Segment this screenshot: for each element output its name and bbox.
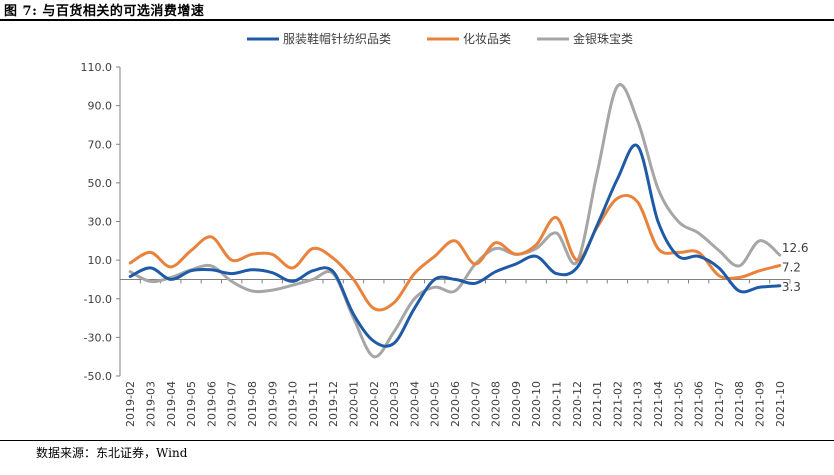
x-tick-label: 2019-12 bbox=[327, 381, 340, 427]
x-tick-label: 2020-10 bbox=[530, 381, 543, 427]
x-tick-label: 2021-08 bbox=[733, 381, 746, 427]
x-tick-label: 2020-06 bbox=[449, 381, 462, 427]
x-tick-label: 2020-05 bbox=[429, 381, 442, 427]
y-tick-label: -30.0 bbox=[84, 331, 112, 344]
x-axis: 2019-02 2019-03 2019-04 2019-05 2019-06 2019-… bbox=[119, 278, 791, 427]
series-lines bbox=[128, 83, 782, 359]
x-tick-label: 2019-05 bbox=[185, 381, 198, 427]
x-tick-label: 2021-09 bbox=[754, 381, 767, 427]
x-tick-label: 2021-03 bbox=[632, 381, 645, 427]
x-tick-label: 2020-08 bbox=[490, 381, 503, 427]
end-label: 7.2 bbox=[782, 261, 801, 275]
figure-title: 图 7: 与百货相关的可选消费增速 bbox=[4, 4, 205, 19]
y-axis: 110.0 90.0 70.0 50.0 30.0 10.0 -10.0 -30.0 -50.0 bbox=[81, 61, 121, 383]
series-line-2 bbox=[128, 83, 782, 359]
x-tick-label: 2021-05 bbox=[672, 381, 685, 427]
y-tick-label: -50.0 bbox=[84, 370, 112, 383]
x-tick-label: 2021-07 bbox=[713, 381, 726, 427]
x-tick-label: 2020-07 bbox=[469, 381, 482, 427]
x-tick-label: 2020-01 bbox=[347, 381, 360, 427]
x-tick-label: 2021-06 bbox=[693, 381, 706, 427]
source-note: 数据来源：东北证券，Wind bbox=[36, 446, 188, 460]
y-tick-label: 10.0 bbox=[88, 254, 113, 267]
x-tick-label: 2019-02 bbox=[124, 381, 137, 427]
y-tick-label: 50.0 bbox=[88, 177, 113, 190]
end-label: 12.6 bbox=[782, 241, 809, 255]
x-tick-label: 2019-10 bbox=[287, 381, 300, 427]
x-tick-label: 2019-06 bbox=[205, 381, 218, 427]
x-tick-label: 2021-10 bbox=[774, 381, 787, 427]
x-tick-label: 2020-09 bbox=[510, 381, 523, 427]
x-tick-label: 2020-02 bbox=[368, 381, 381, 427]
line-chart: 服装鞋帽针纺织品类 化妆品类 金银珠宝类 110.0 90.0 70.0 50.0 30.0… bbox=[81, 31, 809, 427]
x-tick-label: 2019-04 bbox=[165, 381, 178, 427]
legend-label-1: 化妆品类 bbox=[463, 32, 511, 46]
x-tick-label: 2019-11 bbox=[307, 381, 320, 427]
x-tick-label: 2020-03 bbox=[388, 381, 401, 427]
series-line-1 bbox=[128, 193, 782, 312]
x-tick-label: 2021-01 bbox=[591, 381, 604, 427]
x-tick-label: 2021-04 bbox=[652, 381, 665, 427]
x-tick-label: 2020-11 bbox=[551, 381, 564, 427]
y-tick-label: 90.0 bbox=[88, 100, 113, 113]
x-tick-label: 2020-12 bbox=[571, 381, 584, 427]
series-line-0 bbox=[128, 143, 782, 348]
x-tick-label: 2019-09 bbox=[266, 381, 279, 427]
y-tick-label: 70.0 bbox=[88, 138, 113, 151]
footer-rule bbox=[0, 440, 834, 441]
y-tick-label: 110.0 bbox=[81, 61, 113, 74]
x-tick-label: 2019-03 bbox=[144, 381, 157, 427]
legend-label-0: 服装鞋帽针纺织品类 bbox=[283, 31, 391, 46]
legend-label-2: 金银珠宝类 bbox=[573, 31, 633, 46]
end-labels: 3.3 7.2 12.6 bbox=[782, 241, 809, 294]
y-tick-label: 30.0 bbox=[88, 216, 113, 229]
y-tick-label: -10.0 bbox=[84, 293, 112, 306]
x-tick-label: 2019-07 bbox=[226, 381, 239, 427]
title-underline bbox=[0, 19, 834, 21]
x-tick-label: 2019-08 bbox=[246, 381, 259, 427]
chart-legend: 服装鞋帽针纺织品类 化妆品类 金银珠宝类 bbox=[247, 31, 633, 46]
end-label: 3.3 bbox=[782, 280, 801, 294]
x-tick-label: 2021-02 bbox=[611, 381, 624, 427]
x-tick-label: 2020-04 bbox=[408, 381, 421, 427]
